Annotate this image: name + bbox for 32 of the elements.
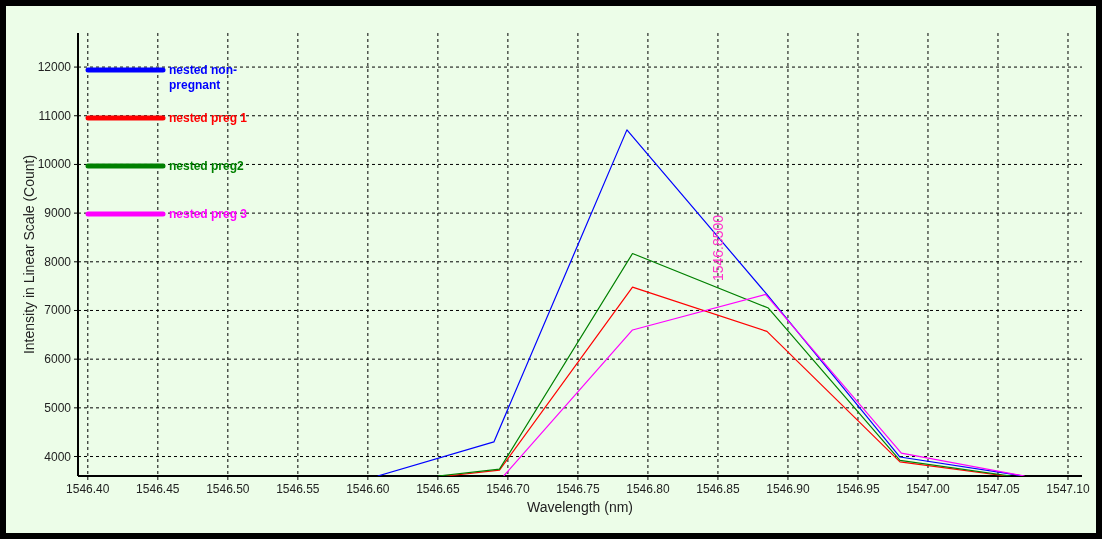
x-tick-label: 1546.90 <box>766 482 810 496</box>
x-axis-title: Wavelength (nm) <box>526 499 634 515</box>
x-tick-label: 1546.60 <box>346 482 390 496</box>
y-tick-label: 7000 <box>44 303 72 318</box>
x-tick-label: 1547.00 <box>906 482 950 496</box>
text: nested preg2 <box>169 159 245 173</box>
x-tick-label: 1546.65 <box>416 482 460 496</box>
y-tick-label: 11000 <box>38 108 72 123</box>
y-tick-label: 6000 <box>44 352 72 367</box>
annotation: 1546.8500 <box>709 214 726 282</box>
x-tick-label: 1546.50 <box>206 482 250 496</box>
y-tick-label: 4000 <box>44 449 72 464</box>
x-tick-label: 1546.40 <box>66 482 110 496</box>
x-tick-label: 1546.70 <box>486 482 530 496</box>
y-tick-label: 8000 <box>44 254 72 269</box>
x-tick-label: 1546.75 <box>556 482 600 496</box>
text: nested non-pregnant <box>169 63 237 92</box>
x-tick-label: 1546.80 <box>626 482 670 496</box>
line-series <box>503 293 1026 476</box>
x-tick-label: 1546.95 <box>836 482 880 496</box>
x-tick-label: 1547.05 <box>976 482 1020 496</box>
text: nested preg 1 <box>169 111 248 125</box>
y-tick-label: 12000 <box>37 60 72 75</box>
text: nested preg 3 <box>169 207 248 221</box>
x-tick-label: 1546.45 <box>136 482 180 496</box>
y-tick-label: 10000 <box>37 157 72 172</box>
x-tick-label: 1546.85 <box>696 482 740 496</box>
x-tick-label: 1547.10 <box>1046 482 1091 496</box>
y-tick-label: 5000 <box>44 400 72 415</box>
y-axis-title: Intensity in Linear Scale (Count) <box>21 154 37 355</box>
x-tick-label: 1546.55 <box>276 482 320 496</box>
y-tick-label: 9000 <box>44 206 72 221</box>
